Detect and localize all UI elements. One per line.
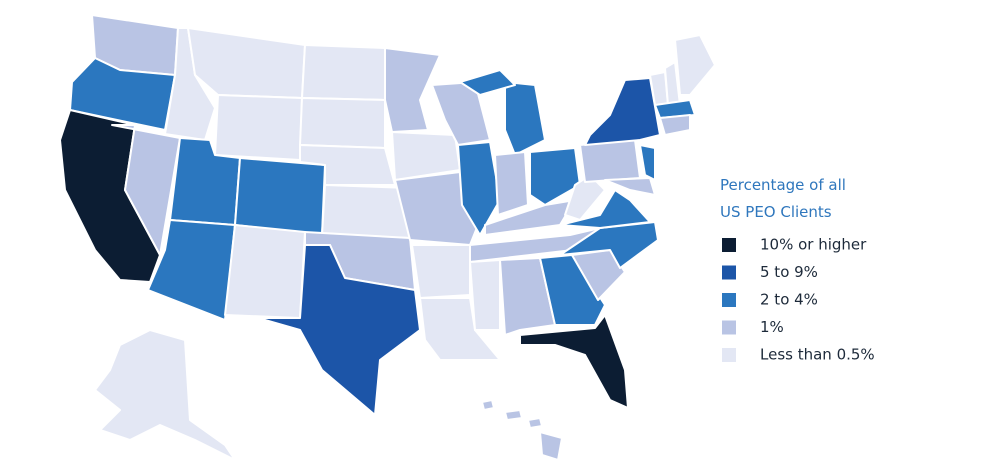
legend-label: Less than 0.5% <box>760 346 875 364</box>
state <box>187 27 306 99</box>
legend-title: US PEO Clients <box>720 203 832 221</box>
state <box>459 69 516 96</box>
legend-swatch <box>722 348 736 362</box>
state <box>481 399 495 411</box>
state <box>504 409 523 421</box>
state <box>94 329 236 461</box>
legend: 10% or higher 5 to 9% 2 to 4% 1% Less than 0… <box>722 236 875 364</box>
legend-label: 2 to 4% <box>760 291 818 309</box>
state <box>257 244 421 416</box>
state <box>539 431 563 461</box>
legend-swatch <box>722 238 736 252</box>
state <box>234 157 326 236</box>
state <box>224 224 306 319</box>
states <box>59 14 716 461</box>
state <box>529 147 581 206</box>
state <box>411 244 471 299</box>
state <box>504 81 546 156</box>
state <box>469 259 501 331</box>
state <box>301 44 386 101</box>
legend-label: 10% or higher <box>760 236 867 254</box>
state <box>214 94 303 161</box>
state <box>321 184 411 239</box>
state <box>499 257 556 336</box>
state <box>147 219 236 321</box>
state <box>559 189 651 229</box>
legend-swatch <box>722 293 736 307</box>
state <box>111 124 181 256</box>
state <box>384 47 441 133</box>
state <box>659 114 691 136</box>
state <box>519 314 629 409</box>
state <box>494 151 529 216</box>
state <box>604 177 656 196</box>
state <box>419 297 501 361</box>
state <box>527 417 543 429</box>
state <box>654 99 696 119</box>
legend-label: 5 to 9% <box>760 263 818 281</box>
state <box>584 77 661 146</box>
state <box>299 97 386 149</box>
state <box>674 34 716 96</box>
legend-label: 1% <box>760 318 784 336</box>
state <box>394 171 479 246</box>
legend-swatch <box>722 320 736 335</box>
state <box>457 141 501 236</box>
legend-swatch <box>722 265 736 280</box>
state <box>539 254 606 326</box>
state <box>639 144 656 181</box>
state <box>579 139 641 183</box>
legend-title: Percentage of all <box>720 176 846 194</box>
